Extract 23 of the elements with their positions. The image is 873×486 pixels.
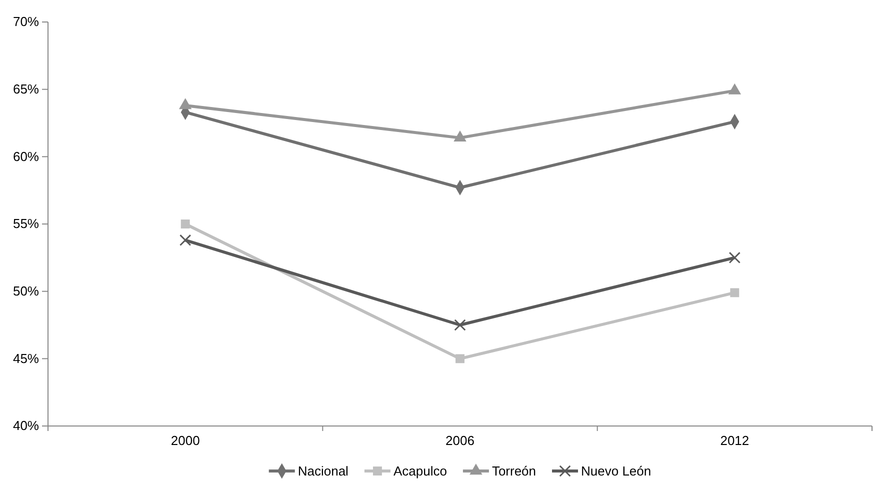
y-tick-label: 40%	[12, 418, 40, 434]
legend-label: Torreón	[492, 464, 536, 479]
y-tick-label: 55%	[12, 216, 40, 232]
point	[454, 319, 466, 331]
legend-label: Nacional	[298, 464, 349, 479]
y-tick-label: 70%	[12, 14, 40, 30]
y-tick-label: 50%	[12, 283, 40, 298]
point	[456, 354, 464, 364]
y-tick-label: 45%	[12, 350, 40, 366]
point	[179, 234, 192, 246]
legend-label: Acapulco	[393, 464, 447, 479]
point	[178, 98, 192, 110]
y-tick-label: 65%	[12, 81, 40, 96]
y-tick-label: 60%	[12, 148, 40, 164]
x-tick-label: 2000	[170, 433, 200, 448]
point	[728, 252, 741, 264]
x-tick-label: 2012	[720, 433, 750, 448]
point	[728, 83, 742, 94]
x-tick-label: 2006	[446, 433, 474, 448]
point	[180, 220, 190, 228]
point	[730, 288, 740, 298]
legend-label: Nuevo León	[581, 464, 652, 479]
point	[454, 130, 466, 142]
